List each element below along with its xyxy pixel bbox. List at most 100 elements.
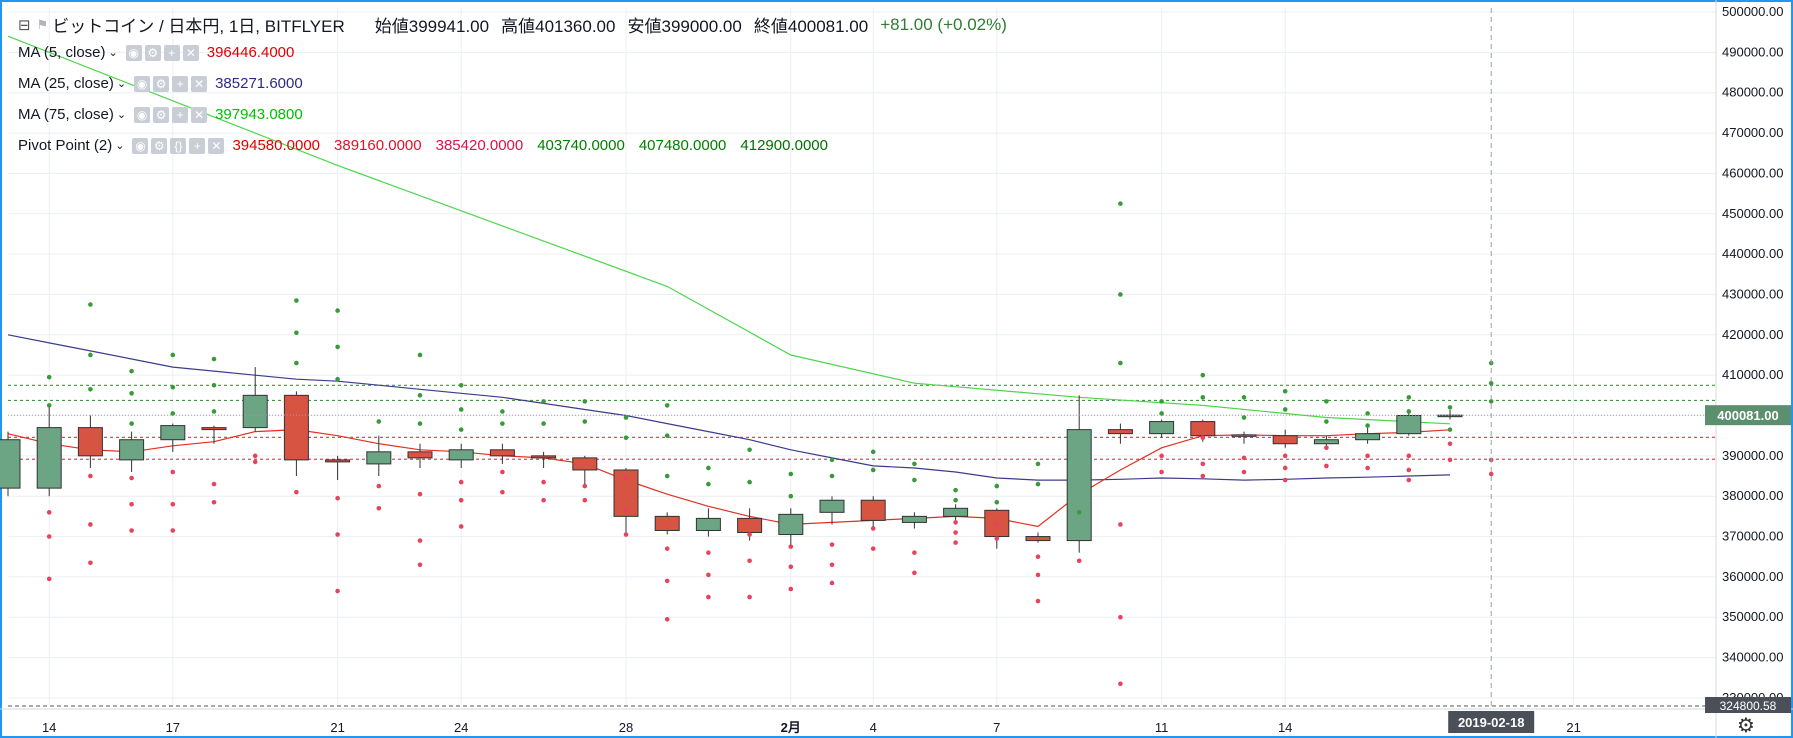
indicator-legend-row[interactable]: MA (75, close) ⌄ ◉ ⚙ + ✕ 397943.0800 xyxy=(18,106,317,123)
pivot-dot-resistance xyxy=(623,475,629,481)
pivot-dot-resistance xyxy=(335,532,340,537)
pivot-dot-resistance xyxy=(953,540,958,545)
y-tick-label: 340000.00 xyxy=(1722,650,1783,665)
pivot-dot-resistance xyxy=(1282,453,1288,459)
pivot-dot-support xyxy=(170,352,176,358)
pivot-dot-resistance xyxy=(829,580,835,586)
change-value: +81.00 (+0.02%) xyxy=(880,14,1007,34)
pivot-dot-support xyxy=(664,433,670,438)
indicator-legend-row[interactable]: MA (5, close) ⌄ ◉ ⚙ + ✕ 396446.4000 xyxy=(18,44,308,61)
close-icon[interactable]: ✕ xyxy=(191,106,208,123)
pivot-dot-resistance xyxy=(664,616,670,622)
pivot-dot-resistance xyxy=(582,483,588,489)
collapse-icon[interactable]: ⊟ xyxy=(18,16,31,34)
candle-body xyxy=(448,449,474,461)
chevron-down-icon[interactable]: ⌄ xyxy=(116,78,127,90)
candle xyxy=(943,504,969,523)
pivot-dot-resistance xyxy=(664,578,670,584)
indicator-legend-row[interactable]: Pivot Point (2) ⌄ ◉ ⚙{} + ✕ 394580.0000 389160.… xyxy=(18,137,842,154)
close-icon[interactable]: ✕ xyxy=(182,44,199,61)
close-icon[interactable]: ✕ xyxy=(191,75,208,92)
pivot-dot-resistance xyxy=(458,524,464,529)
indicator-name[interactable]: MA (5, close) xyxy=(18,44,106,61)
grid xyxy=(8,8,1716,706)
gear-icon[interactable]: ⚙ xyxy=(151,137,168,154)
chevron-down-icon[interactable]: ⌄ xyxy=(108,47,118,59)
last-price-label: 400081.00 xyxy=(1717,408,1778,423)
pivot-dot-support xyxy=(294,330,299,336)
x-tick-label: 21 xyxy=(330,720,344,735)
candle-body xyxy=(1355,433,1381,441)
pivot-dot-support xyxy=(1488,380,1494,386)
pivot-dot-support xyxy=(994,499,1000,505)
gear-icon[interactable]: ⚙ xyxy=(1737,713,1755,737)
pivot-dot-support xyxy=(211,409,217,414)
gear-icon[interactable]: ⚙ xyxy=(153,75,170,92)
pivot-dot-resistance xyxy=(1200,473,1206,479)
eye-icon[interactable]: ◉ xyxy=(134,75,151,92)
candle xyxy=(984,508,1010,549)
x-tick-label: 7 xyxy=(993,720,1000,735)
pivot-dot-support xyxy=(870,467,876,473)
candle-body xyxy=(1107,429,1133,435)
chevron-down-icon[interactable]: ⌄ xyxy=(116,109,127,121)
flag-icon[interactable]: ⚑ xyxy=(36,16,49,32)
y-tick-label: 390000.00 xyxy=(1722,448,1783,463)
pivot-dot-support xyxy=(1118,201,1123,206)
pivot-dot-resistance xyxy=(1406,467,1412,473)
indicator-name[interactable]: MA (75, close) xyxy=(18,106,114,123)
gear-icon[interactable]: ⚙ xyxy=(144,44,161,61)
y-tick-label: 430000.00 xyxy=(1722,286,1783,301)
pivot-dot-resistance xyxy=(170,528,176,533)
candle xyxy=(860,496,886,529)
candle-body xyxy=(901,515,927,523)
pivot-dot-support xyxy=(747,479,752,485)
pivot-dot-resistance xyxy=(1118,522,1123,527)
candle xyxy=(1355,427,1381,444)
indicator-name[interactable]: Pivot Point (2) xyxy=(18,137,113,154)
symbol-title[interactable]: ビットコイン / 日本円, 1日, BITFLYER xyxy=(52,17,345,36)
candle xyxy=(654,512,680,535)
pivot-dot-resistance xyxy=(788,564,794,570)
add-icon[interactable]: + xyxy=(189,137,206,154)
pivot-dot-support xyxy=(582,419,588,424)
chevron-down-icon[interactable]: ⌄ xyxy=(115,140,125,152)
eye-icon[interactable]: ◉ xyxy=(134,106,151,123)
candle xyxy=(119,431,145,472)
pivot-dot-support xyxy=(500,421,505,426)
candle-body xyxy=(77,427,103,457)
pivot-dot-resistance xyxy=(211,499,217,505)
indicator-legend-row[interactable]: MA (25, close) ⌄ ◉ ⚙ + ✕ 385271.6000 xyxy=(18,75,317,92)
close-icon[interactable]: ✕ xyxy=(208,137,225,154)
pivot-dot-resistance xyxy=(129,528,134,533)
pivot-dot-support xyxy=(953,487,958,493)
pivot-dot-support xyxy=(88,386,93,392)
candle-body xyxy=(160,425,186,441)
pivot-dot-support xyxy=(541,421,546,426)
y-tick-label: 440000.00 xyxy=(1722,246,1783,261)
pivot-dot-support xyxy=(1076,510,1082,515)
indicator-value: 397943.0800 xyxy=(215,106,303,123)
pivot-dot-resistance xyxy=(500,469,505,475)
pivot-dot-resistance xyxy=(376,483,382,489)
pivot-dot-resistance xyxy=(1035,572,1041,578)
pivot-dot-support xyxy=(1365,411,1370,416)
eye-icon[interactable]: ◉ xyxy=(132,137,149,154)
pivot-dot-support xyxy=(788,493,794,499)
pivot-dot-resistance xyxy=(1200,461,1206,467)
add-icon[interactable]: + xyxy=(163,44,180,61)
source-icon[interactable]: {} xyxy=(170,137,187,154)
pivot-dot-support xyxy=(829,457,835,463)
add-icon[interactable]: + xyxy=(172,75,189,92)
add-icon[interactable]: + xyxy=(172,106,189,123)
gear-icon[interactable]: ⚙ xyxy=(153,106,170,123)
eye-icon[interactable]: ◉ xyxy=(125,44,142,61)
indicator-name[interactable]: MA (25, close) xyxy=(18,75,114,92)
pivot-dot-support xyxy=(335,308,340,313)
pivot-dot-support xyxy=(747,447,752,453)
indicator-value: 389160.0000 xyxy=(334,137,422,154)
x-tick-label: 21 xyxy=(1566,720,1580,735)
pivot-dot-support xyxy=(1406,395,1412,400)
